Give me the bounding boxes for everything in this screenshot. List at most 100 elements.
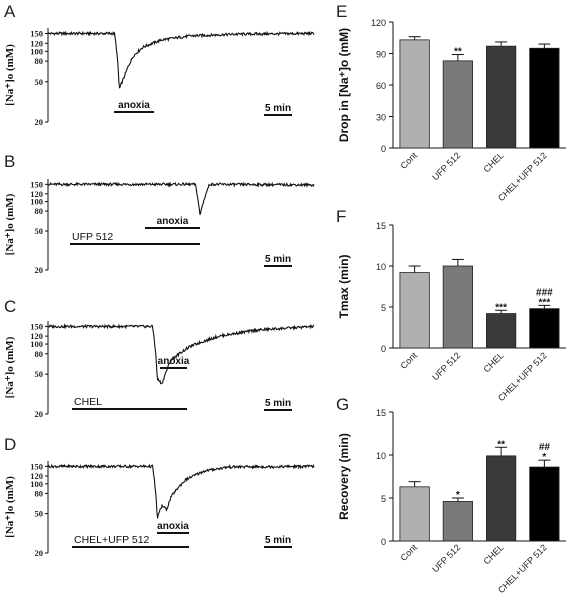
bar-panel-g: G 0 5 10 15 Recovery (min) Cont * UFP 512 ** CHEL *… (336, 395, 566, 595)
bar (486, 313, 517, 349)
y-tick-label: 100 (30, 479, 43, 489)
significance-label: ** (497, 439, 505, 450)
significance-label-secondary: ### (536, 287, 553, 298)
panel-letter: E (336, 2, 347, 21)
drug-label: CHEL (74, 396, 102, 408)
category-label: CHEL (481, 542, 505, 566)
panel-letter: A (4, 2, 16, 21)
y-tick-label: 100 (30, 197, 43, 207)
y-tick-label: 150 (30, 461, 43, 471)
bar-panel-e: E 0 30 60 90 120 Drop in [Na⁺]o (mM) Cont ** UFP … (336, 2, 566, 203)
trace-line (47, 323, 315, 385)
y-tick-label: 0 (381, 344, 386, 354)
y-tick-label: 5 (381, 494, 386, 504)
bar (399, 272, 430, 349)
bar (442, 501, 473, 542)
y-tick-label: 10 (376, 262, 386, 272)
category-label: UFP 512 (430, 542, 462, 574)
y-tick-label: 90 (376, 50, 386, 60)
y-tick-label: 100 (30, 46, 43, 56)
y-tick-label: 150 (30, 28, 43, 38)
panel-letter: D (4, 435, 16, 454)
y-tick-label: 20 (35, 265, 44, 275)
category-label: Cont (399, 150, 420, 171)
bar (486, 455, 517, 542)
anoxia-label: anoxia (157, 216, 189, 227)
y-tick-label: 50 (35, 77, 44, 87)
significance-label-secondary: ## (539, 442, 551, 453)
bar (442, 60, 473, 149)
category-label: CHEL (481, 350, 505, 374)
panel-letter: F (336, 207, 346, 226)
y-tick-label: 5 (381, 303, 386, 313)
y-axis-label: Drop in [Na⁺]o (mM) (337, 28, 351, 142)
category-label: Cont (399, 542, 420, 563)
trace-line (47, 181, 315, 215)
category-label: UFP 512 (430, 150, 462, 182)
y-tick-label: 15 (376, 408, 386, 418)
y-tick-label: 120 (30, 38, 43, 48)
y-tick-label: 50 (35, 226, 44, 236)
panel-letter: G (336, 395, 349, 414)
bar (442, 265, 473, 349)
anoxia-label: anoxia (118, 100, 150, 111)
y-axis-label: [Na⁺]o (mM) (4, 476, 16, 538)
significance-label: ** (454, 47, 462, 58)
y-tick-label: 30 (376, 113, 386, 123)
y-tick-label: 120 (30, 471, 43, 481)
y-tick-label: 150 (30, 321, 43, 331)
y-axis-label: Recovery (min) (337, 433, 351, 520)
scale-bar-label: 5 min (265, 398, 291, 409)
y-axis-label: [Na⁺]o (mM) (4, 44, 16, 106)
y-tick-label: 80 (35, 488, 44, 498)
y-tick-label: 150 (30, 179, 43, 189)
trace-line (47, 30, 315, 89)
y-axis-label: [Na⁺]o (mM) (4, 193, 16, 255)
y-tick-label: 60 (376, 81, 386, 91)
drug-label: UFP 512 (72, 231, 113, 243)
category-label: CHEL (481, 150, 505, 174)
y-axis-label: [Na⁺]o (mM) (4, 336, 16, 398)
category-label: UFP 512 (430, 350, 462, 382)
panel-letter: C (4, 297, 16, 316)
y-tick-label: 20 (35, 117, 44, 127)
bar (399, 486, 430, 542)
scale-bar-label: 5 min (265, 535, 291, 546)
bar (529, 466, 560, 542)
y-tick-label: 80 (35, 349, 44, 359)
anoxia-label: anoxia (157, 521, 189, 532)
y-tick-label: 50 (35, 369, 44, 379)
anoxia-label: anoxia (158, 356, 190, 367)
y-tick-label: 15 (376, 221, 386, 231)
y-tick-label: 20 (35, 548, 44, 558)
scale-bar-label: 5 min (265, 103, 291, 114)
significance-label: * (542, 452, 546, 463)
trace-line (47, 463, 315, 519)
y-tick-label: 20 (35, 409, 44, 419)
y-tick-label: 100 (30, 339, 43, 349)
y-tick-label: 120 (371, 18, 386, 28)
bar (399, 39, 430, 149)
significance-label: *** (539, 297, 551, 308)
panel-letter: B (4, 152, 15, 171)
y-tick-label: 0 (381, 537, 386, 547)
y-axis-label: Tmax (min) (337, 254, 351, 318)
y-tick-label: 120 (30, 331, 43, 341)
drug-label: CHEL+UFP 512 (74, 534, 150, 546)
significance-label: * (456, 490, 460, 501)
y-tick-label: 80 (35, 206, 44, 216)
y-tick-label: 120 (30, 189, 43, 199)
category-label: Cont (399, 350, 420, 371)
bar (486, 45, 517, 149)
y-tick-label: 80 (35, 56, 44, 66)
bar (529, 308, 560, 349)
bar (529, 47, 560, 149)
y-tick-label: 10 (376, 451, 386, 461)
scale-bar-label: 5 min (265, 254, 291, 265)
